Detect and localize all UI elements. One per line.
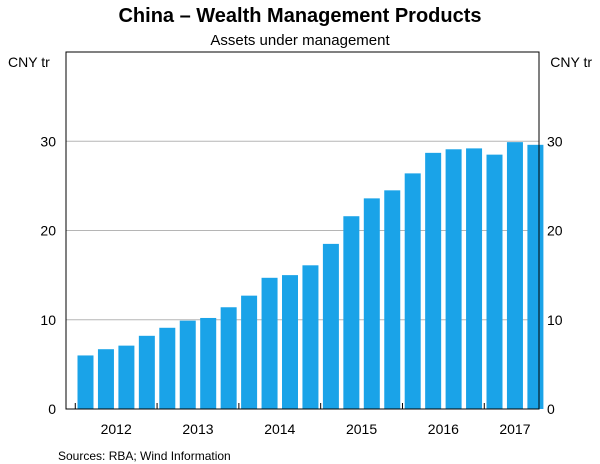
- ticks: [74, 403, 485, 409]
- y-tick-label-left: 30: [40, 133, 56, 149]
- bar-2014-Q1: [241, 295, 258, 409]
- bar-2012-Q4: [138, 335, 155, 409]
- x-tick-label-2017: 2017: [499, 421, 530, 437]
- bar-2012-Q2: [97, 349, 114, 409]
- y-tick-label-left: 0: [48, 401, 56, 417]
- bar-2015-Q1: [322, 243, 339, 409]
- x-tick-label-2014: 2014: [264, 421, 295, 437]
- bar-2012-Q3: [118, 345, 135, 409]
- bar-2016-Q1: [404, 173, 421, 409]
- bar-2017-Q3: [527, 144, 544, 409]
- bar-2012-Q1: [77, 355, 94, 409]
- y-tick-label-right: 20: [547, 223, 563, 239]
- bar-2014-Q2: [261, 277, 278, 409]
- bar-2013-Q1: [159, 327, 176, 409]
- bar-2013-Q3: [200, 317, 217, 409]
- bar-2016-Q4: [466, 148, 483, 409]
- source-note: Sources: RBA; Wind Information: [58, 449, 231, 463]
- y-tick-labels: 0 0 10 10 20 20 30 30: [40, 133, 562, 417]
- y-tick-label-right: 0: [547, 401, 555, 417]
- bar-2013-Q4: [220, 307, 237, 409]
- bar-2015-Q4: [384, 190, 401, 409]
- y-tick-label-right: 30: [547, 133, 563, 149]
- chart-title: China – Wealth Management Products: [118, 5, 481, 27]
- y-tick-label-right: 10: [547, 312, 563, 328]
- bar-2016-Q3: [445, 149, 462, 409]
- y-tick-label-left: 20: [40, 223, 56, 239]
- bar-2015-Q3: [363, 198, 380, 409]
- bar-2017-Q2: [506, 142, 523, 409]
- x-tick-label-2012: 2012: [101, 421, 132, 437]
- x-tick-label-2016: 2016: [428, 421, 459, 437]
- y-axis-label-right: CNY tr: [550, 54, 592, 70]
- bar-2014-Q4: [302, 265, 319, 409]
- x-tick-labels: 2012 2013 2014 2015 2016 2017: [101, 421, 531, 437]
- plot-frame: [65, 51, 540, 410]
- chart-subtitle: Assets under management: [210, 32, 390, 49]
- bar-2017-Q1: [486, 154, 503, 409]
- y-tick-label-left: 10: [40, 312, 56, 328]
- bars: [77, 142, 544, 410]
- bar-2015-Q2: [343, 216, 360, 409]
- bar-2016-Q2: [425, 152, 442, 410]
- x-tick-label-2015: 2015: [346, 421, 377, 437]
- y-axis-label-left: CNY tr: [8, 54, 50, 70]
- x-tick-label-2013: 2013: [182, 421, 213, 437]
- bar-2014-Q3: [282, 275, 298, 409]
- bar-2013-Q2: [179, 320, 196, 409]
